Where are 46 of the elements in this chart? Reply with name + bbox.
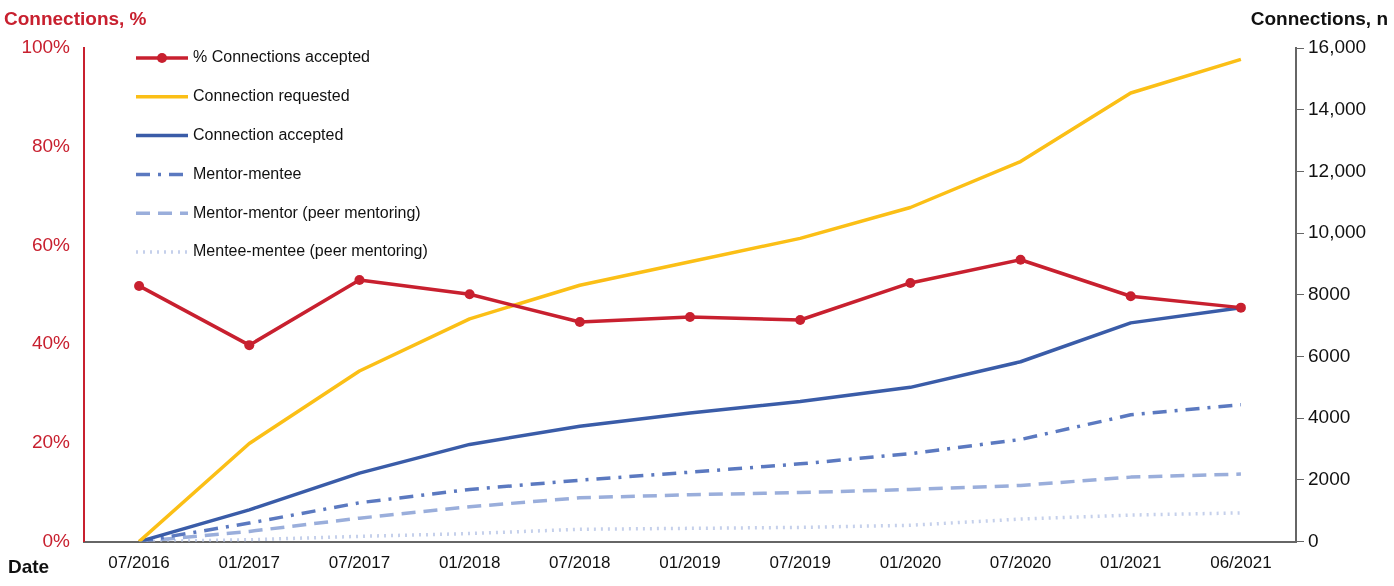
y2-tick-label: 12,000 [1308,159,1367,181]
point [134,280,145,291]
y2-axis-title: Connections, n [1250,8,1388,30]
x-tick-label: 07/2016 [108,553,170,573]
legend-label: Mentee-mentee (peer mentoring) [193,242,428,260]
point [244,340,255,351]
point [685,312,695,323]
point [795,314,806,325]
x-tick-label: 01/2018 [438,553,501,573]
y2-tick-label: 0 [1308,529,1319,551]
point [1235,302,1246,313]
point [574,316,585,327]
y2-tick-label: 14,000 [1308,97,1367,119]
x-tick-label: 07/2017 [328,553,391,573]
x-tick-label: 01/2021 [1100,553,1162,573]
y-axis-title: Connections, % [4,8,147,30]
y-tick-label: 60% [31,233,71,255]
legend-label: % Connections accepted [193,48,370,66]
y-tick-label: 100% [21,36,71,58]
x-tick-label: 01/2020 [879,553,942,573]
point [1125,291,1136,302]
point [905,277,916,288]
y-tick-label: 80% [31,134,71,156]
y2-tick-label: 8000 [1308,283,1351,305]
legend-label: Mentor-mentor (peer mentoring) [193,203,421,221]
point [1015,254,1026,265]
y2-tick-label: 16,000 [1308,36,1367,58]
legend-label: Mentor-mentee [193,164,302,182]
y-tick-label: 40% [31,332,71,354]
x-tick-label: 07/2019 [769,553,831,573]
x-tick-label: 07/2020 [989,553,1052,573]
y2-tick-label: 2000 [1308,468,1351,490]
x-tick-label: 01/2017 [218,553,280,573]
y-tick-label: 0% [42,529,71,551]
x-axis-title: Date [8,555,50,577]
x-tick-label: 07/2018 [549,553,611,573]
legend-label: Connection requested [193,87,350,105]
y2-tick-label: 6000 [1308,344,1351,366]
y-tick-label: 20% [31,431,71,453]
point [464,289,475,300]
x-tick-label: 06/2021 [1210,553,1272,573]
legend-label: Connection accepted [193,126,344,144]
y2-tick-label: 4000 [1308,406,1351,428]
x-tick-label: 01/2019 [659,553,721,573]
point [354,274,365,285]
y2-tick-label: 10,000 [1308,221,1367,243]
